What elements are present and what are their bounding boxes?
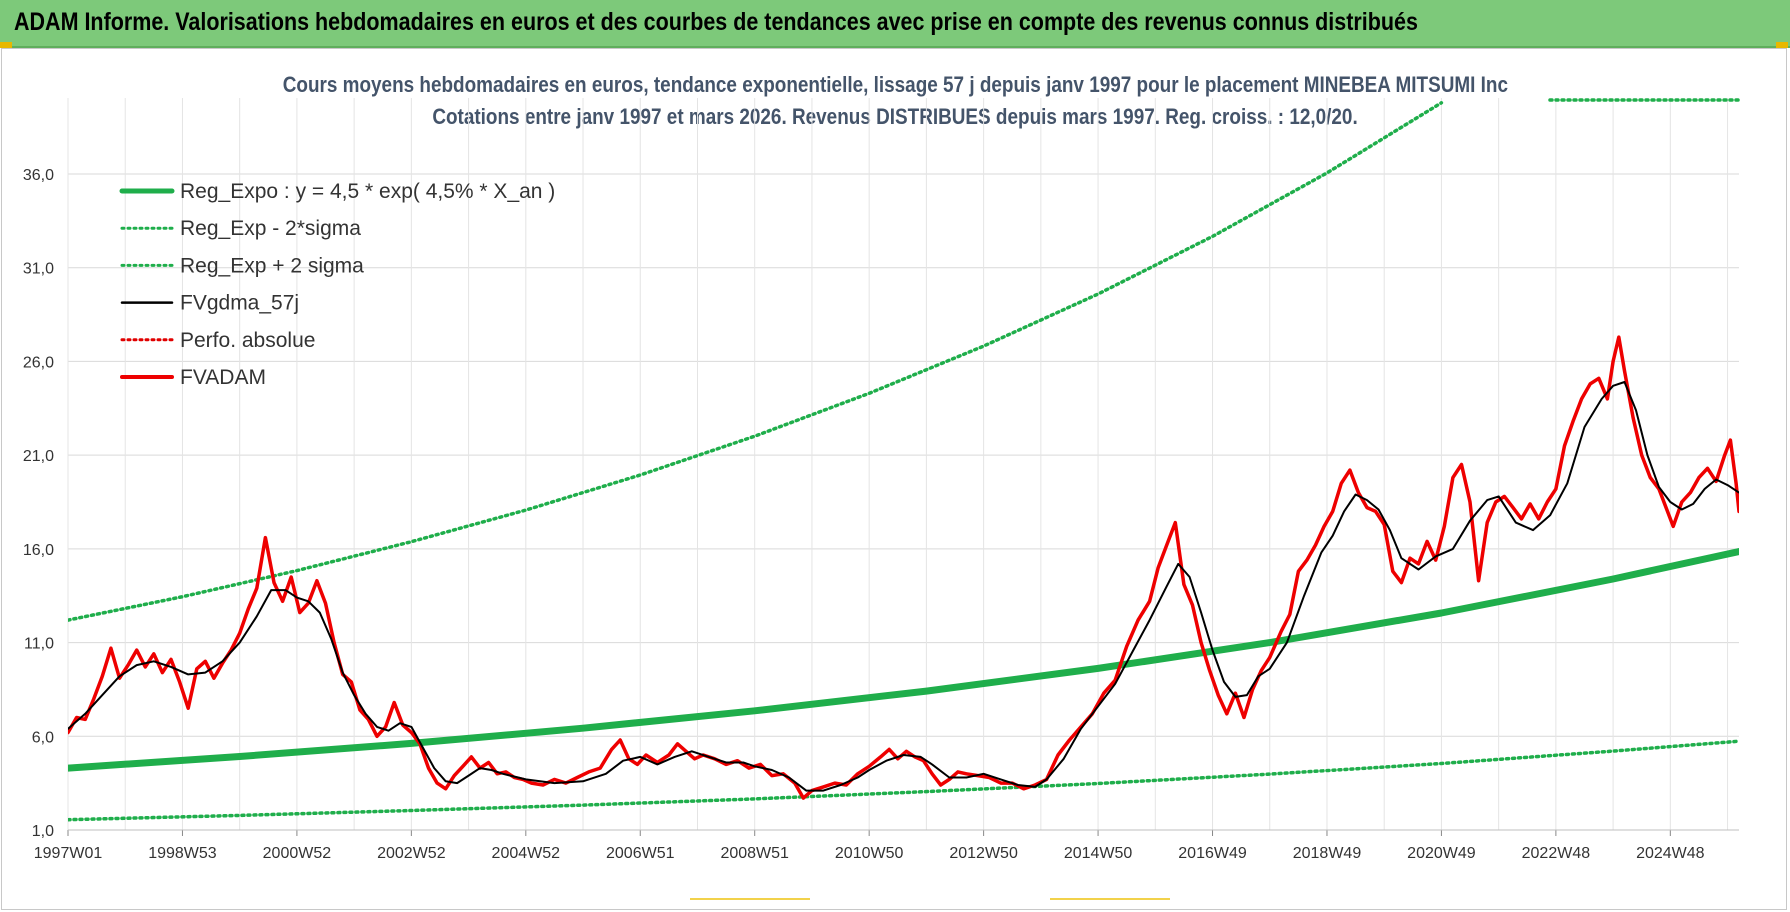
corner-marker-right [1776, 42, 1788, 48]
y-tick-label: 11,0 [24, 636, 54, 653]
upper-band-line [68, 101, 1444, 622]
legend-label: Perfo. absolue [180, 329, 315, 352]
y-tick-label: 16,0 [23, 542, 54, 559]
legend-label: Reg_Expo : y = 4,5 * exp( 4,5% * X_an ) [180, 180, 555, 203]
x-tick-label: 2004W52 [492, 845, 561, 862]
x-tick-label: 2010W50 [835, 845, 904, 862]
y-tick-label: 6,0 [32, 729, 54, 746]
fvadam-line [68, 335, 1739, 800]
y-tick-label: 31,0 [23, 261, 54, 278]
y-tick-label: 26,0 [23, 354, 54, 371]
legend-label: FVADAM [180, 366, 266, 389]
x-tick-label: 2022W48 [1522, 845, 1591, 862]
chart-subtitle: Cotations entre janv 1997 et mars 2026. … [432, 104, 1358, 129]
x-tick-label: 2024W48 [1636, 845, 1705, 862]
bottom-scroll-marker [1050, 898, 1170, 900]
legend-label: Reg_Exp - 2*sigma [180, 217, 361, 240]
y-tick-label: 21,0 [23, 448, 54, 465]
x-tick-label: 1997W01 [34, 845, 103, 862]
x-tick-label: 2006W51 [606, 845, 675, 862]
chart-title: Cours moyens hebdomadaires en euros, ten… [282, 72, 1508, 97]
x-tick-label: 2020W49 [1407, 845, 1476, 862]
smoothed-line [68, 381, 1739, 792]
y-tick-label: 1,0 [32, 823, 54, 840]
legend-label: Reg_Exp + 2 sigma [180, 254, 364, 277]
x-tick-label: 1998W53 [148, 845, 217, 862]
trend-line [68, 548, 1739, 772]
x-tick-label: 2018W49 [1293, 845, 1362, 862]
legend-label: FVgdma_57j [180, 292, 299, 315]
x-tick-label: 2000W52 [263, 845, 332, 862]
lower-band-line [68, 739, 1739, 822]
x-tick-label: 2016W49 [1178, 845, 1247, 862]
corner-marker-left [0, 42, 12, 48]
report-banner: ADAM Informe. Valorisations hebdomadaire… [0, 0, 1790, 48]
x-tick-label: 2008W51 [720, 845, 789, 862]
x-tick-label: 2014W50 [1064, 845, 1133, 862]
chart-frame [1, 48, 1787, 910]
y-tick-label: 36,0 [23, 167, 54, 184]
x-tick-label: 2012W50 [949, 845, 1018, 862]
banner-title: ADAM Informe. Valorisations hebdomadaire… [14, 8, 1418, 36]
bottom-scroll-marker [690, 898, 810, 900]
x-tick-label: 2002W52 [377, 845, 446, 862]
